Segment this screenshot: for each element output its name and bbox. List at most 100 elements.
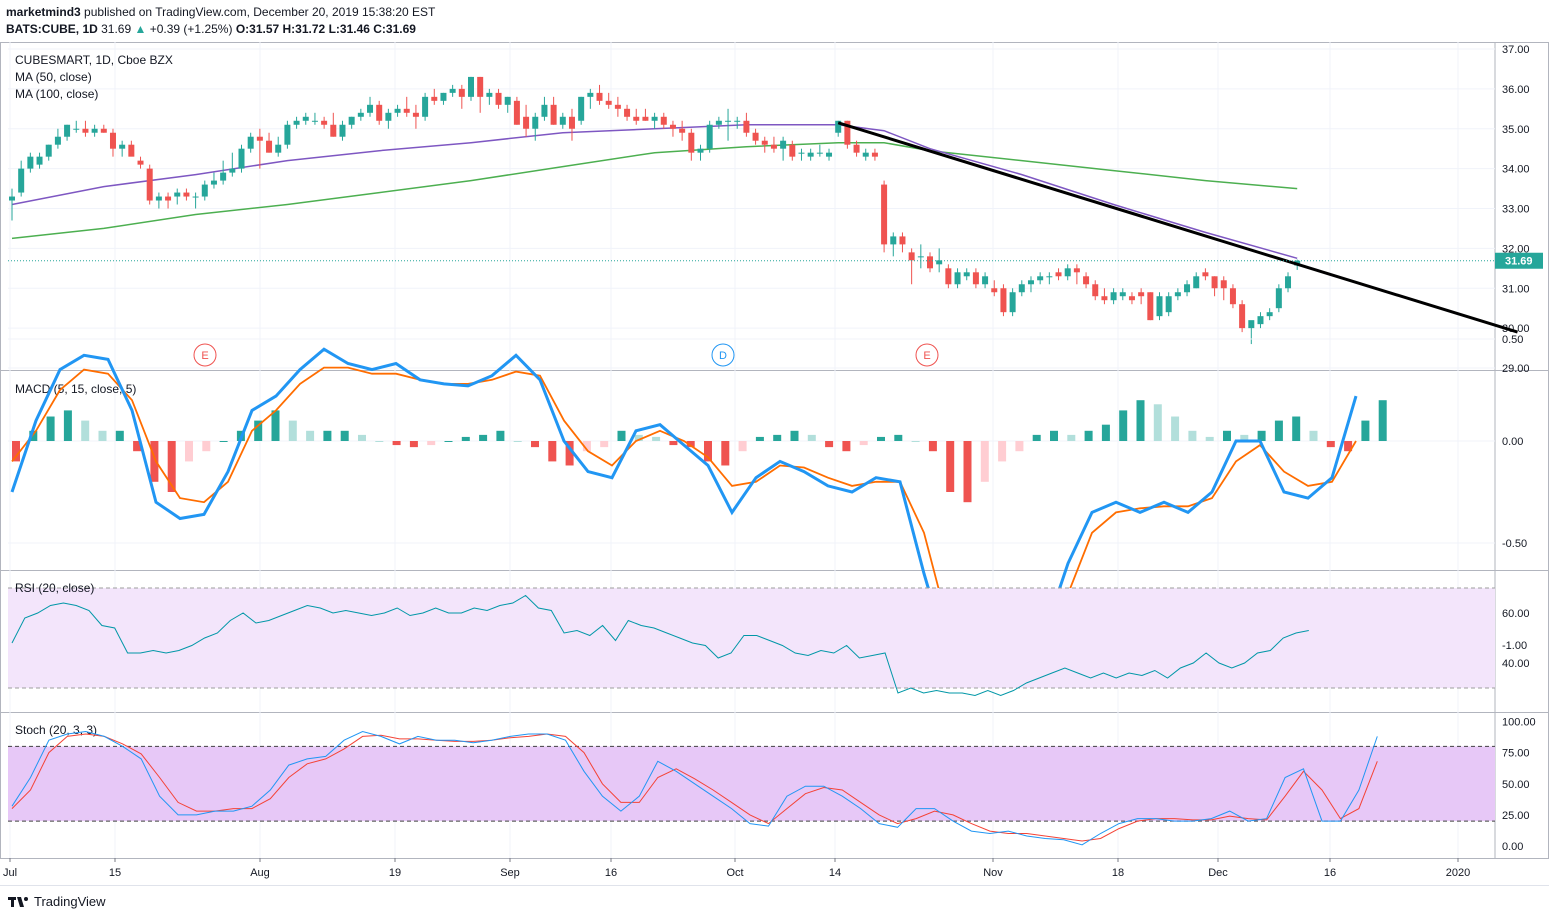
macd-histogram-bar — [254, 420, 263, 441]
candle-body — [1239, 304, 1246, 329]
candle-body — [403, 108, 410, 113]
macd-histogram-bar — [115, 430, 124, 441]
candle-body — [651, 116, 658, 121]
macd-histogram-bar — [704, 441, 712, 462]
macd-histogram-bar — [1344, 441, 1353, 452]
candle-body — [660, 116, 667, 125]
candle-body — [1147, 292, 1154, 321]
candle-body — [761, 140, 768, 145]
candle-body — [1211, 276, 1218, 289]
macd-histogram-bar — [1292, 416, 1301, 441]
macd-histogram-bar — [219, 441, 228, 442]
close-value: C:31.69 — [373, 22, 416, 36]
candle-body — [321, 120, 328, 125]
candle-body — [523, 116, 530, 129]
candle-body — [706, 124, 713, 149]
x-tick-label: Oct — [726, 867, 743, 879]
candle-body — [743, 120, 750, 133]
macd-histogram-bar — [1015, 441, 1024, 452]
x-tick-label: Dec — [1208, 867, 1228, 879]
candle-body — [1138, 292, 1145, 297]
price-tick-label: 33.00 — [1502, 204, 1530, 216]
macd-histogram-bar — [323, 430, 332, 441]
macd-histogram-bar — [358, 434, 366, 441]
candle-body — [256, 136, 263, 141]
macd-histogram-bar — [963, 441, 972, 503]
candle-body — [752, 132, 759, 141]
candle-body — [357, 112, 364, 117]
candle-body — [982, 276, 989, 285]
event-marker — [915, 343, 939, 367]
candle-body — [440, 92, 447, 101]
event-marker — [193, 343, 217, 367]
low-value: L:31.46 — [328, 22, 370, 36]
candle-body — [330, 124, 337, 137]
candle-body — [1229, 288, 1236, 305]
event-label: E — [201, 350, 208, 362]
candle-body — [936, 260, 943, 265]
macd-histogram-bar — [582, 441, 591, 452]
price-tick-label: 30.00 — [1502, 323, 1530, 335]
macd-histogram-bar — [1257, 430, 1266, 441]
candle-body — [532, 116, 539, 129]
macd-histogram-bar — [1032, 434, 1041, 441]
macd-histogram-bar — [81, 420, 90, 441]
candle-body — [1000, 288, 1007, 313]
footer-brand[interactable]: TradingView — [8, 894, 106, 909]
macd-histogram-bar — [288, 420, 297, 441]
candle-body — [64, 124, 71, 137]
candle-body — [715, 120, 722, 125]
candle-body — [422, 96, 429, 117]
macd-histogram-bar — [1101, 424, 1110, 441]
trendline — [837, 121, 1518, 334]
price-tick-label: 36.00 — [1502, 84, 1530, 96]
publisher-name[interactable]: marketmind3 — [6, 5, 81, 19]
stoch-d-line — [11, 733, 1378, 842]
macd-histogram-bar — [531, 441, 539, 448]
macd-histogram-bar — [392, 441, 401, 446]
candle-body — [587, 92, 594, 97]
price-tick-label: 32.00 — [1502, 243, 1530, 255]
candle-body — [1220, 280, 1227, 289]
last-price-badge — [1495, 252, 1543, 269]
candle-body — [816, 152, 823, 154]
candle-body — [1064, 268, 1071, 277]
price-tick-label: 34.00 — [1502, 164, 1530, 176]
macd-histogram-bar — [807, 434, 816, 441]
candle-body — [1037, 276, 1044, 281]
macd-title: MACD (5, 15, close, 5) — [15, 382, 136, 396]
price-tick-label: 29.00 — [1502, 363, 1530, 375]
macd-histogram-bar — [842, 441, 851, 452]
candle-body — [54, 136, 61, 145]
x-tick-label: 2020 — [1446, 867, 1470, 879]
change-value: +0.39 (+1.25%) — [149, 22, 233, 36]
macd-histogram-bar — [133, 441, 142, 452]
symbol-text: BATS:CUBE, 1D — [6, 22, 98, 36]
candle-body — [1101, 296, 1108, 301]
candle-body — [302, 116, 309, 121]
candle-body — [1092, 284, 1099, 297]
candle-body — [165, 196, 172, 201]
candle-body — [1046, 276, 1053, 278]
macd-histogram-bar — [600, 441, 609, 448]
macd-histogram-bar — [755, 436, 764, 441]
x-tick-label: 14 — [829, 867, 841, 879]
candle-body — [899, 236, 906, 245]
stoch-tick-label: 0.00 — [1502, 841, 1523, 853]
macd-histogram-bar — [721, 441, 730, 466]
macd-histogram-bar — [461, 436, 470, 441]
macd-histogram-bar — [98, 430, 107, 441]
candle-body — [1285, 276, 1292, 289]
macd-histogram-bar — [1309, 430, 1318, 441]
high-value: H:31.72 — [282, 22, 326, 36]
candle-body — [109, 132, 116, 149]
x-tick-label: Jul — [3, 867, 17, 879]
candle-body — [541, 104, 548, 117]
candle-body — [513, 100, 520, 125]
candle-body — [367, 104, 374, 113]
candle-body — [311, 120, 318, 122]
macd-histogram-bar — [1050, 430, 1058, 441]
x-tick-label: Aug — [250, 867, 270, 879]
rsi-tick-label: 60.00 — [1502, 608, 1530, 620]
